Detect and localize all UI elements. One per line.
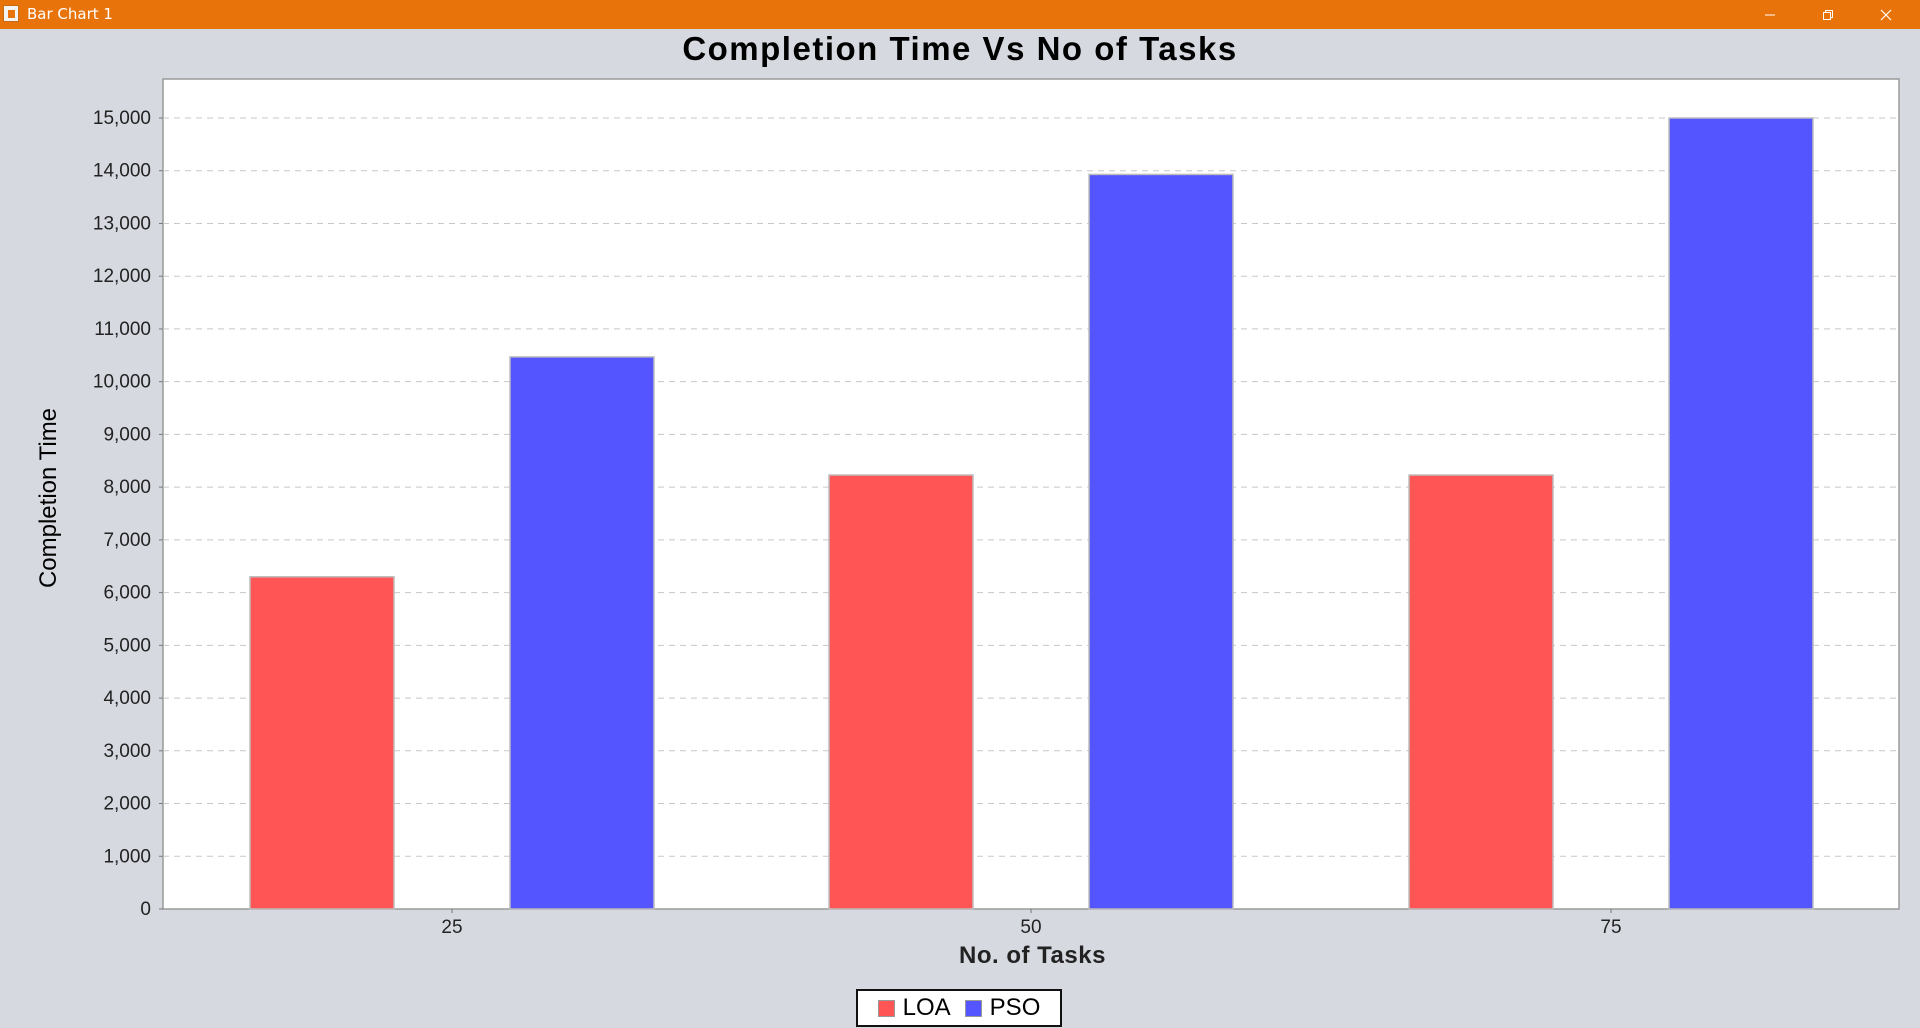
y-tick-label: 5,000 bbox=[103, 635, 151, 656]
y-tick-label: 6,000 bbox=[103, 583, 151, 604]
bar-loa-25 bbox=[249, 576, 395, 910]
maximize-icon bbox=[1823, 9, 1833, 20]
minimize-icon bbox=[1765, 14, 1775, 15]
y-tick-label: 1,000 bbox=[103, 846, 151, 867]
bar-pso-25 bbox=[509, 356, 655, 910]
bar-loa-50 bbox=[828, 474, 974, 910]
x-tick-label: 25 bbox=[441, 917, 462, 938]
x-tick-label: 50 bbox=[1020, 917, 1041, 938]
legend: LOA PSO bbox=[856, 989, 1062, 1027]
window-title: Bar Chart 1 bbox=[27, 5, 113, 23]
y-tick-label: 3,000 bbox=[103, 741, 151, 762]
y-tick-label: 8,000 bbox=[103, 477, 151, 498]
y-tick-label: 11,000 bbox=[94, 319, 151, 340]
y-tick-label: 10,000 bbox=[93, 372, 151, 393]
java-icon bbox=[3, 5, 19, 22]
x-axis-label: No. of Tasks bbox=[959, 942, 1106, 969]
y-tick-label: 2,000 bbox=[103, 794, 151, 815]
chart-title: Completion Time Vs No of Tasks bbox=[682, 30, 1238, 67]
y-tick-label: 14,000 bbox=[93, 161, 151, 182]
legend-label-pso: PSO bbox=[989, 994, 1041, 1021]
x-tick-label: 75 bbox=[1600, 917, 1621, 938]
y-tick-label: 7,000 bbox=[103, 530, 151, 551]
maximize-button[interactable] bbox=[1799, 0, 1857, 29]
y-tick-label: 0 bbox=[140, 899, 151, 920]
y-tick-label: 9,000 bbox=[103, 424, 151, 445]
plot-area bbox=[162, 78, 1900, 910]
legend-label-loa: LOA bbox=[902, 994, 951, 1021]
y-tick-label: 12,000 bbox=[93, 266, 151, 287]
bar-pso-75 bbox=[1668, 117, 1814, 910]
y-tick-label: 4,000 bbox=[103, 688, 151, 709]
close-icon bbox=[1880, 9, 1892, 20]
bar-pso-50 bbox=[1088, 173, 1234, 910]
minimize-button[interactable] bbox=[1741, 0, 1799, 29]
window-titlebar: Bar Chart 1 bbox=[0, 0, 1920, 29]
y-axis-label: Completion Time bbox=[35, 407, 62, 589]
legend-swatch-pso bbox=[964, 999, 982, 1017]
close-button[interactable] bbox=[1857, 0, 1915, 29]
legend-swatch-loa bbox=[877, 999, 895, 1017]
y-tick-label: 15,000 bbox=[93, 108, 151, 129]
legend-item-loa: LOA bbox=[877, 994, 951, 1022]
bar-loa-75 bbox=[1408, 474, 1554, 910]
legend-item-pso: PSO bbox=[964, 994, 1041, 1022]
y-tick-label: 13,000 bbox=[93, 213, 151, 234]
